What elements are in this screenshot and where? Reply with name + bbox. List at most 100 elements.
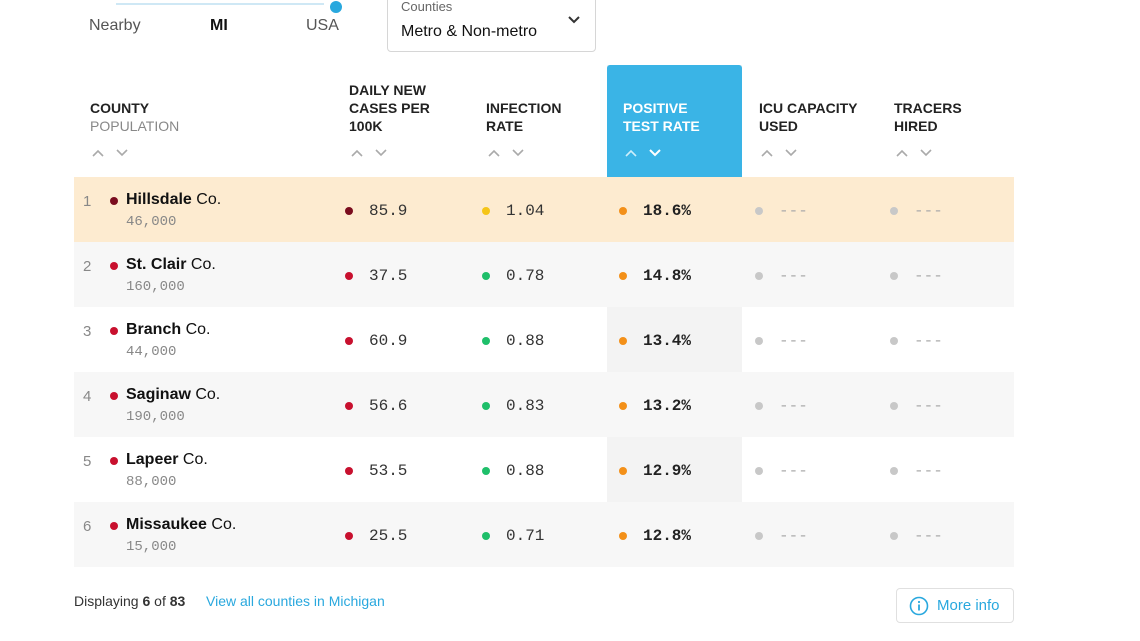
county-name[interactable]: Saginaw Co. <box>126 386 220 404</box>
county-suffix: Co. <box>206 516 237 533</box>
header-line: 100K <box>349 118 383 134</box>
metric-value: 0.83 <box>506 397 545 415</box>
metric-value: --- <box>779 397 808 415</box>
status-dot <box>755 272 763 280</box>
sort-asc-icon[interactable] <box>90 147 106 159</box>
scope-option-mi[interactable]: MI <box>210 17 228 34</box>
header-daily-new-cases: DAILY NEW CASES PER 100K <box>349 81 430 135</box>
county-name-bold: St. Clair <box>126 256 187 273</box>
cell-infection-rate: 0.88 <box>482 461 544 481</box>
status-dot <box>345 207 353 215</box>
sort-asc-icon[interactable] <box>759 147 775 159</box>
positive-test-rate-header-bg <box>607 65 742 177</box>
cell-infection-rate: 0.78 <box>482 266 544 286</box>
county-population: 44,000 <box>126 344 177 360</box>
metric-value: --- <box>779 527 808 545</box>
county-name-bold: Hillsdale <box>126 191 192 208</box>
sort-desc-icon[interactable] <box>510 147 526 159</box>
metric-value: --- <box>914 527 943 545</box>
slider-track[interactable] <box>116 1 342 13</box>
cell-daily-new-cases: 56.6 <box>345 396 407 416</box>
county-suffix: Co. <box>191 191 222 208</box>
status-dot <box>482 532 490 540</box>
dropdown-value: Metro & Non-metro <box>401 23 538 40</box>
row-rank: 5 <box>83 453 92 470</box>
header-population-label: POPULATION <box>90 118 180 134</box>
cell-daily-new-cases: 37.5 <box>345 266 407 286</box>
table-row[interactable]: 3 Branch Co. 44,000 60.9 0.88 13.4% --- --- <box>74 307 1014 372</box>
status-dot <box>619 402 627 410</box>
county-status-dot <box>110 392 118 400</box>
metric-value: --- <box>779 332 808 350</box>
metric-value: 85.9 <box>369 202 408 220</box>
county-population: 46,000 <box>126 214 177 230</box>
cell-icu-capacity: --- <box>755 526 808 546</box>
displaying-prefix: Displaying <box>74 593 143 609</box>
sort-asc-icon[interactable] <box>486 147 502 159</box>
county-name[interactable]: St. Clair Co. <box>126 256 216 274</box>
cell-infection-rate: 0.71 <box>482 526 544 546</box>
metric-value: 14.8% <box>643 267 692 285</box>
metric-value: --- <box>914 267 943 285</box>
county-status-dot <box>110 457 118 465</box>
status-dot <box>619 337 627 345</box>
header-line: TRACERS <box>894 100 962 116</box>
sort-desc-icon[interactable] <box>114 147 130 159</box>
table-row[interactable]: 5 Lapeer Co. 88,000 53.5 0.88 12.9% --- --- <box>74 437 1014 502</box>
sort-asc-icon[interactable] <box>349 147 365 159</box>
slider-thumb[interactable] <box>330 1 342 13</box>
sort-desc-icon[interactable] <box>647 147 663 159</box>
metric-value: 0.88 <box>506 462 545 480</box>
county-name[interactable]: Branch Co. <box>126 321 210 339</box>
cell-tracers-hired: --- <box>890 331 943 351</box>
displaying-count: Displaying 6 of 83 <box>74 593 185 609</box>
displaying-total: 83 <box>169 593 186 609</box>
cell-icu-capacity: --- <box>755 396 808 416</box>
sort-controls-icu <box>759 147 799 159</box>
row-rank: 6 <box>83 518 92 535</box>
row-rank: 3 <box>83 323 92 340</box>
status-dot <box>345 402 353 410</box>
header-infection-rate: INFECTION RATE <box>486 99 561 135</box>
county-name[interactable]: Missaukee Co. <box>126 516 236 534</box>
sort-controls-infection <box>486 147 526 159</box>
table-row[interactable]: 6 Missaukee Co. 15,000 25.5 0.71 12.8% --- --- <box>74 502 1014 567</box>
cell-infection-rate: 1.04 <box>482 201 544 221</box>
metric-value: 13.4% <box>643 332 692 350</box>
sort-desc-icon[interactable] <box>373 147 389 159</box>
scope-option-nearby[interactable]: Nearby <box>89 17 141 34</box>
county-status-dot <box>110 262 118 270</box>
header-line: ICU CAPACITY <box>759 100 858 116</box>
header-positive-test-rate[interactable]: POSITIVE TEST RATE <box>623 99 700 135</box>
county-name[interactable]: Lapeer Co. <box>126 451 208 469</box>
county-name[interactable]: Hillsdale Co. <box>126 191 221 209</box>
header-county-label: COUNTY <box>90 100 150 116</box>
cell-positive-test-rate: 13.2% <box>619 396 691 416</box>
status-dot <box>482 467 490 475</box>
county-name-bold: Saginaw <box>126 386 191 403</box>
sort-controls-cases <box>349 147 389 159</box>
scope-option-usa[interactable]: USA <box>306 17 339 34</box>
metric-value: 12.9% <box>643 462 692 480</box>
counties-filter-dropdown[interactable]: Counties Metro & Non-metro <box>387 0 596 52</box>
sort-asc-icon[interactable] <box>894 147 910 159</box>
status-dot <box>890 532 898 540</box>
more-info-button[interactable]: More info <box>896 588 1014 623</box>
dropdown-label: Counties <box>401 0 453 14</box>
cell-icu-capacity: --- <box>755 201 808 221</box>
table-row[interactable]: 2 St. Clair Co. 160,000 37.5 0.78 14.8% --- --- <box>74 242 1014 307</box>
metric-value: --- <box>914 332 943 350</box>
cell-infection-rate: 0.88 <box>482 331 544 351</box>
sort-desc-icon[interactable] <box>783 147 799 159</box>
table-row[interactable]: 1 Hillsdale Co. 46,000 85.9 1.04 18.6% --- --- <box>74 177 1014 242</box>
cell-tracers-hired: --- <box>890 266 943 286</box>
header-line: POSITIVE <box>623 100 688 116</box>
metric-value: 0.71 <box>506 527 545 545</box>
view-all-counties-link[interactable]: View all counties in Michigan <box>206 593 385 609</box>
table-row[interactable]: 4 Saginaw Co. 190,000 56.6 0.83 13.2% --- --- <box>74 372 1014 437</box>
row-rank: 2 <box>83 258 92 275</box>
status-dot <box>755 532 763 540</box>
displaying-of: of <box>150 593 170 609</box>
sort-desc-icon[interactable] <box>918 147 934 159</box>
sort-asc-icon[interactable] <box>623 147 639 159</box>
